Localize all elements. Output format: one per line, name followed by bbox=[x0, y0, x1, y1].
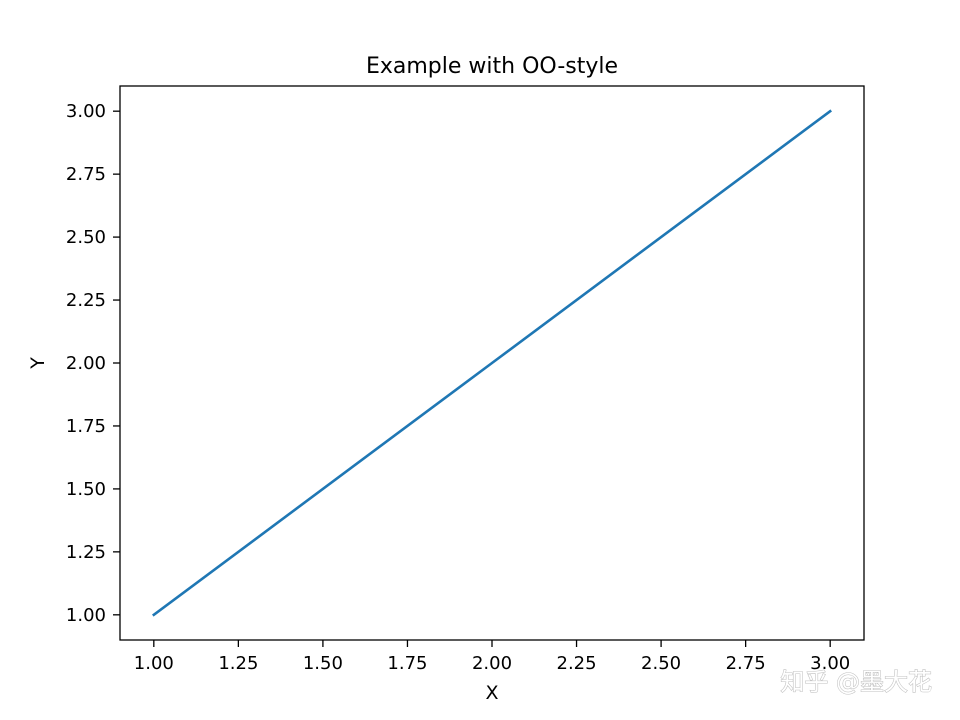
y-tick-label: 1.25 bbox=[66, 542, 106, 563]
series-layer bbox=[152, 109, 832, 617]
x-tick-label: 3.00 bbox=[810, 653, 850, 674]
y-tick-label: 2.25 bbox=[66, 290, 106, 311]
x-tick-label: 2.25 bbox=[557, 653, 597, 674]
y-axis-ticks: 1.00 1.25 1.50 1.75 2.00 2.25 2.50 2.75 3.00 bbox=[66, 101, 120, 626]
y-tick-label: 1.50 bbox=[66, 479, 106, 500]
y-tick-label: 1.00 bbox=[66, 605, 106, 626]
series-line-0 bbox=[152, 109, 832, 617]
x-tick-label: 1.00 bbox=[134, 653, 174, 674]
x-tick-label: 2.75 bbox=[726, 653, 766, 674]
y-tick-label: 2.50 bbox=[66, 227, 106, 248]
x-axis-ticks: 1.00 1.25 1.50 1.75 2.00 2.25 2.50 2.75 3.00 bbox=[134, 640, 850, 674]
x-tick-label: 1.75 bbox=[387, 653, 427, 674]
y-tick-label: 1.75 bbox=[66, 416, 106, 437]
y-tick-label: 3.00 bbox=[66, 101, 106, 122]
y-axis-label: Y bbox=[27, 357, 49, 370]
x-tick-label: 1.25 bbox=[218, 653, 258, 674]
chart-title: Example with OO-style bbox=[366, 54, 618, 79]
x-tick-label: 2.00 bbox=[472, 653, 512, 674]
x-tick-label: 2.50 bbox=[641, 653, 681, 674]
x-axis-label: X bbox=[485, 682, 498, 704]
y-tick-label: 2.75 bbox=[66, 164, 106, 185]
x-tick-label: 1.50 bbox=[303, 653, 343, 674]
y-tick-label: 2.00 bbox=[66, 353, 106, 374]
watermark-text: 知乎 @墨大花 bbox=[780, 668, 932, 696]
